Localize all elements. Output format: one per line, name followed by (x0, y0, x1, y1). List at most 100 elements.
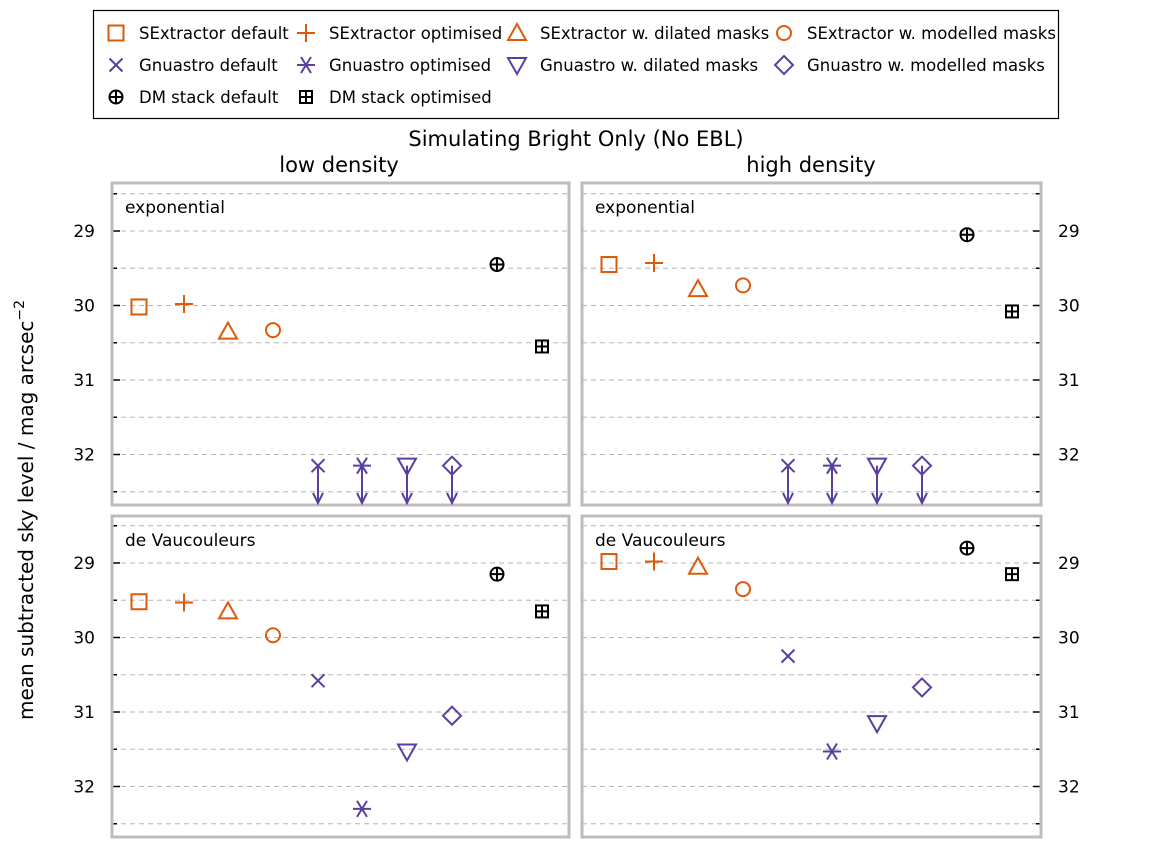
panel-exponential-high-density: 29 30 31 32 exponential (580, 181, 1080, 507)
sextractor-default-point (600, 553, 618, 571)
sextractor-optimised-point (175, 295, 193, 314)
panel-de-vaucouleurs-low-density: 29 30 31 32 de Vaucouleurs (73, 514, 571, 839)
legend-label: DM stack default (139, 88, 279, 107)
panel-row-label: de Vaucouleurs (125, 531, 256, 551)
y-tick-label: 32 (73, 446, 95, 466)
sextractor-w-modelled-masks-point (735, 277, 751, 294)
legend-label: Gnuastro default (139, 56, 278, 75)
gnuastro-optimised-point (823, 457, 841, 506)
sextractor-w-dilated-masks-point (687, 555, 709, 575)
gnuastro-w-dilated-masks-point (396, 743, 418, 763)
panel-frame (580, 514, 1043, 839)
y-tick-label: 32 (1058, 778, 1080, 798)
column-title-high-density: high density (746, 153, 875, 177)
arrow-head-icon (446, 492, 458, 506)
panel-row-label: exponential (595, 198, 695, 218)
dm-stack-optimised-point (535, 339, 549, 354)
legend-label: SExtractor w. dilated masks (540, 24, 769, 43)
legend-box (92, 9, 1060, 120)
gnuastro-w-modelled-masks-point (911, 455, 933, 506)
sextractor-w-dilated-masks-point (217, 320, 239, 340)
sextractor-w-modelled-masks-point (735, 581, 751, 598)
y-tick-label: 29 (73, 554, 95, 574)
sextractor-optimised-point (175, 593, 193, 612)
legend-item: SExtractor optimised (297, 24, 502, 43)
dm-stack-optimised-point (1005, 304, 1019, 319)
x-marker-icon (108, 57, 124, 73)
legend-label: SExtractor default (139, 24, 289, 43)
y-tick-label: 31 (1058, 703, 1080, 723)
gnuastro-default-point (780, 458, 796, 506)
y-tick-label: 29 (73, 222, 95, 242)
panel-row-label: exponential (125, 198, 225, 218)
panels: 29303132exponential29303132exponential29… (73, 181, 1080, 839)
panel-frame (580, 181, 1043, 507)
dm-stack-optimised-point (535, 604, 549, 619)
asterisk-marker-icon (297, 56, 315, 74)
panel-exponential-low-density: 29 30 31 32 exponential (73, 181, 571, 507)
y-tick-label: 29 (1058, 554, 1080, 574)
sextractor-w-dilated-masks-point (217, 600, 239, 620)
gnuastro-w-modelled-masks-point (911, 677, 933, 698)
sextractor-optimised-point (645, 552, 663, 571)
circle-marker-icon (776, 25, 792, 41)
legend-item: SExtractor w. modelled masks (776, 24, 1056, 43)
gnuastro-default-point (310, 458, 326, 506)
y-tick-label: 31 (1058, 371, 1080, 391)
arrow-head-icon (356, 492, 368, 506)
legend-label: DM stack optimised (329, 88, 492, 107)
arrow-head-icon (826, 492, 838, 506)
legend-item: Gnuastro w. modelled masks (773, 54, 1045, 76)
legend-label: Gnuastro optimised (329, 56, 491, 75)
legend-item: Gnuastro default (108, 56, 278, 75)
arrow-head-icon (782, 492, 794, 506)
gnuastro-default-point (310, 673, 326, 688)
gnuastro-w-dilated-masks-point (866, 715, 888, 735)
legend-item: Gnuastro optimised (297, 56, 491, 75)
legend-item: SExtractor default (107, 24, 289, 43)
legend-label: SExtractor optimised (329, 24, 502, 43)
panel-frame (110, 181, 571, 507)
y-axis-label: mean subtracted sky level / mag arcsec−2 (12, 300, 38, 720)
diamond-marker-icon (773, 54, 795, 76)
arrow-head-icon (916, 492, 928, 506)
legend-item: Gnuastro w. dilated masks (506, 56, 758, 77)
legend-item: SExtractor w. dilated masks (506, 21, 769, 43)
gnuastro-w-dilated-masks-point (396, 457, 418, 506)
arrow-head-icon (401, 492, 413, 506)
square-plus-marker-icon (299, 90, 313, 104)
y-tick-label: 32 (1058, 446, 1080, 466)
dm-stack-default-point (959, 227, 975, 243)
y-tick-label: 30 (1058, 297, 1080, 317)
chart-suptitle: Simulating Bright Only (No EBL) (408, 127, 743, 151)
y-tick-label: 29 (1058, 222, 1080, 242)
dm-stack-default-point (959, 540, 975, 556)
triangle-down-marker-icon (506, 57, 528, 77)
legend: SExtractor default SExtractor optimised SE… (92, 9, 1060, 120)
sextractor-default-point (600, 256, 618, 274)
dm-stack-default-point (489, 566, 505, 582)
gnuastro-optimised-point (353, 800, 371, 818)
dm-stack-default-point (489, 257, 505, 273)
column-title-low-density: low density (279, 153, 399, 177)
sextractor-w-dilated-masks-point (687, 278, 709, 298)
y-tick-label: 30 (73, 629, 95, 649)
y-axis-label-exponent: −2 (12, 300, 28, 321)
legend-label: Gnuastro w. dilated masks (540, 56, 758, 75)
panel-frame (110, 514, 571, 839)
dm-stack-optimised-point (1005, 567, 1019, 582)
gnuastro-w-dilated-masks-point (866, 457, 888, 506)
sextractor-w-modelled-masks-point (265, 322, 281, 339)
arrow-head-icon (312, 492, 324, 506)
panel-row-label: de Vaucouleurs (595, 531, 726, 551)
legend-item: DM stack optimised (299, 88, 492, 107)
y-tick-label: 30 (73, 297, 95, 317)
sextractor-default-point (130, 298, 148, 316)
panel-de-vaucouleurs-high-density: 29 30 31 32 de Vaucouleurs (580, 514, 1080, 839)
legend-label: Gnuastro w. modelled masks (807, 56, 1045, 75)
arrow-head-icon (871, 492, 883, 506)
gnuastro-optimised-point (353, 457, 371, 506)
sextractor-optimised-point (645, 254, 663, 273)
sextractor-default-point (130, 593, 148, 611)
